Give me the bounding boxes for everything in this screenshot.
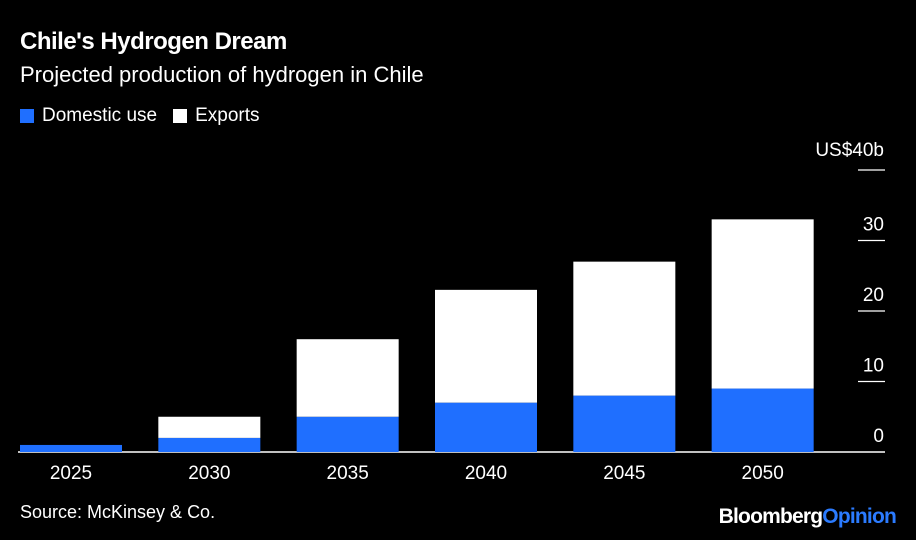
legend-swatch-exports [173,109,188,123]
bar-exports-2050 [711,219,814,389]
y-tick-label: 0 [873,426,884,447]
legend-label-domestic: Domestic use [42,105,158,126]
bar-domestic-2040 [435,402,537,452]
x-tick-label: 2050 [742,463,784,484]
source-note: Source: McKinsey & Co. [20,502,216,522]
bar-domestic-2050 [711,388,814,452]
x-tick-label: 2025 [50,463,92,484]
x-tick-label: 2040 [465,463,507,484]
bar-exports-2045 [573,261,676,396]
x-tick-label: 2030 [188,463,230,484]
bar-exports-2035 [296,339,399,417]
bar-exports-2030 [158,416,261,438]
bar-domestic-2035 [296,416,399,452]
y-tick-label: 30 [863,215,884,236]
bar-exports-2040 [435,289,537,403]
y-axis-unit-label: US$40b [815,140,884,161]
legend-swatch-domestic [20,109,34,123]
y-tick-label: 10 [863,356,884,377]
chart-subtitle: Projected production of hydrogen in Chil… [20,62,424,87]
x-tick-label: 2045 [603,463,645,484]
legend-label-exports: Exports [195,105,260,126]
chart-title: Chile's Hydrogen Dream [20,28,287,55]
y-tick-label: 20 [863,285,884,306]
legend: Domestic use Exports [20,105,276,127]
bar-domestic-2045 [573,395,676,452]
bar-domestic-2025 [20,444,122,452]
legend-item-exports: Exports [173,105,260,127]
x-tick-label: 2035 [327,463,369,484]
bar-domestic-2030 [158,437,261,452]
brand-logo: BloombergOpinion [718,505,897,528]
legend-item-domestic: Domestic use [20,105,157,127]
